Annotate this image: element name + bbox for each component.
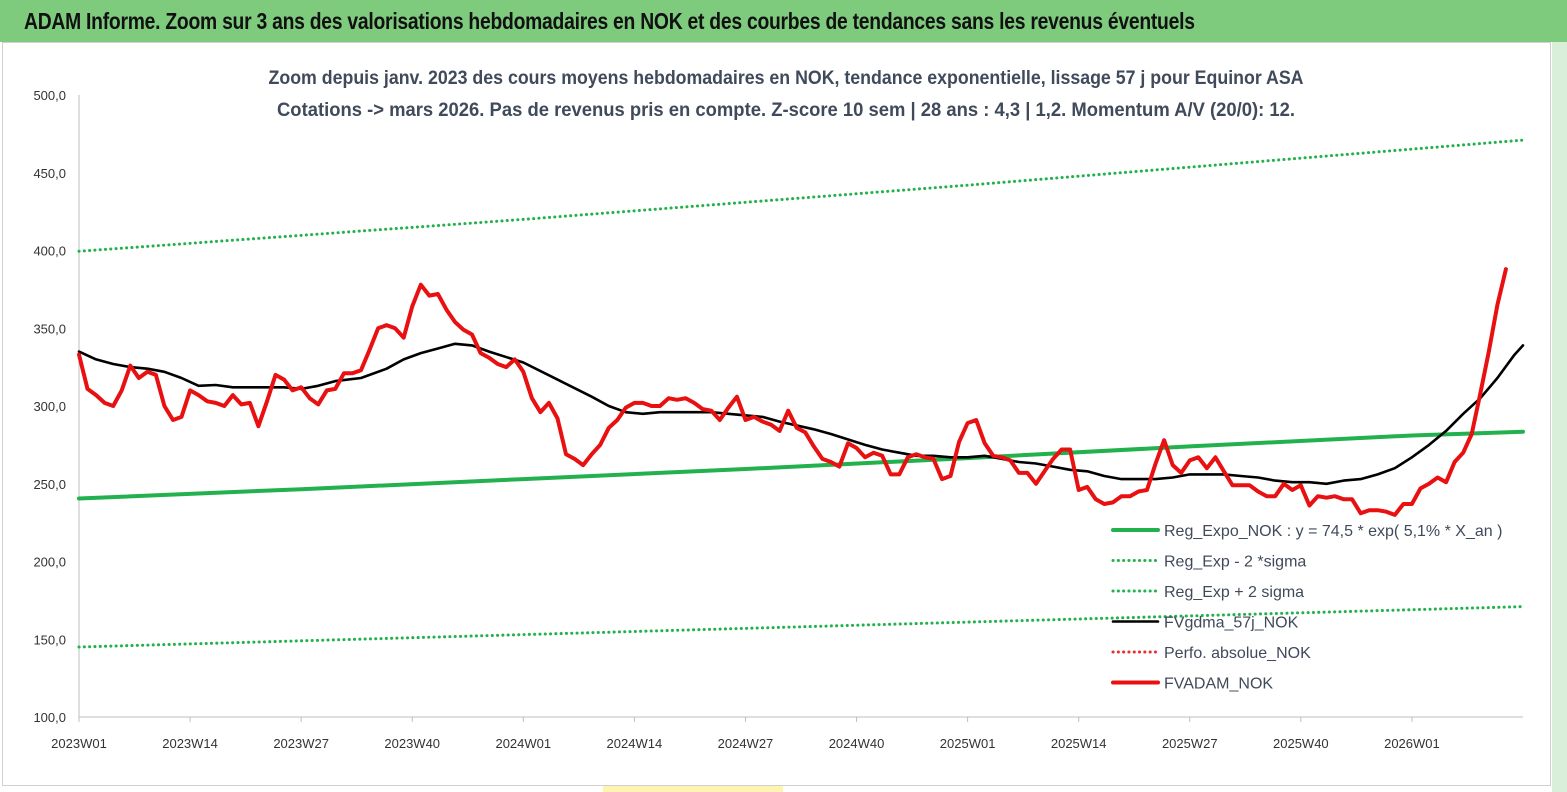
legend: Reg_Expo_NOK : y = 74,5 * exp( 5,1% * X_… [1111, 523, 1502, 693]
y-tick-label: 200,0 [33, 555, 66, 570]
legend-label-2: Reg_Exp + 2 sigma [1164, 584, 1304, 601]
y-tick-label: 250,0 [33, 477, 66, 492]
y-tick-label: 400,0 [33, 244, 66, 259]
y-tick-label: 500,0 [33, 88, 66, 103]
chart-frame [2, 42, 1551, 786]
x-tick-label: 2023W40 [384, 736, 440, 751]
y-tick-label: 150,0 [33, 632, 66, 647]
x-tick-label: 2025W01 [940, 736, 996, 751]
chart-title-line-1: Zoom depuis janv. 2023 des cours moyens … [269, 68, 1304, 89]
y-tick-label: 100,0 [33, 710, 66, 725]
bottom-accent [603, 786, 783, 792]
x-tick-label: 2023W14 [162, 736, 218, 751]
x-tick-label: 2024W01 [495, 736, 551, 751]
series-line-2 [77, 138, 1525, 253]
y-tick-label: 450,0 [33, 166, 66, 181]
series-group [77, 138, 1525, 649]
y-tick-label: 300,0 [33, 399, 66, 414]
x-tick-label: 2026W01 [1384, 736, 1440, 751]
legend-label-4: Perfo. absolue_NOK [1164, 645, 1311, 662]
series-line-1 [77, 605, 1525, 649]
legend-label-1: Reg_Exp - 2 *sigma [1164, 554, 1306, 571]
right-edge-band [1552, 42, 1567, 792]
x-tick-label: 2023W27 [273, 736, 329, 751]
axes: 500,0 450,0 400,0 350,0 300,0 250,0 200,0 150,0… [33, 88, 1523, 751]
x-tick-label: 2025W14 [1051, 736, 1107, 751]
x-tick-label: 2024W27 [718, 736, 774, 751]
x-tick-label: 2025W27 [1162, 736, 1218, 751]
x-tick-label: 2024W40 [829, 736, 885, 751]
series-line-3 [77, 342, 1525, 486]
legend-label-5: FVADAM_NOK [1164, 676, 1273, 693]
legend-label-3: FVgdma_57j_NOK [1164, 615, 1299, 632]
chart-title-line-2: Cotations -> mars 2026. Pas de revenus p… [277, 100, 1295, 121]
series-line-0 [77, 429, 1525, 501]
page-title: ADAM Informe. Zoom sur 3 ans des valoris… [24, 8, 1195, 34]
series-line-5 [77, 267, 1508, 517]
x-tick-label: 2024W14 [607, 736, 663, 751]
x-tick-label: 2023W01 [51, 736, 107, 751]
header-bar: ADAM Informe. Zoom sur 3 ans des valoris… [0, 0, 1567, 42]
x-tick-label: 2025W40 [1273, 736, 1329, 751]
y-tick-label: 350,0 [33, 321, 66, 336]
legend-label-0: Reg_Expo_NOK : y = 74,5 * exp( 5,1% * X_… [1164, 523, 1502, 540]
